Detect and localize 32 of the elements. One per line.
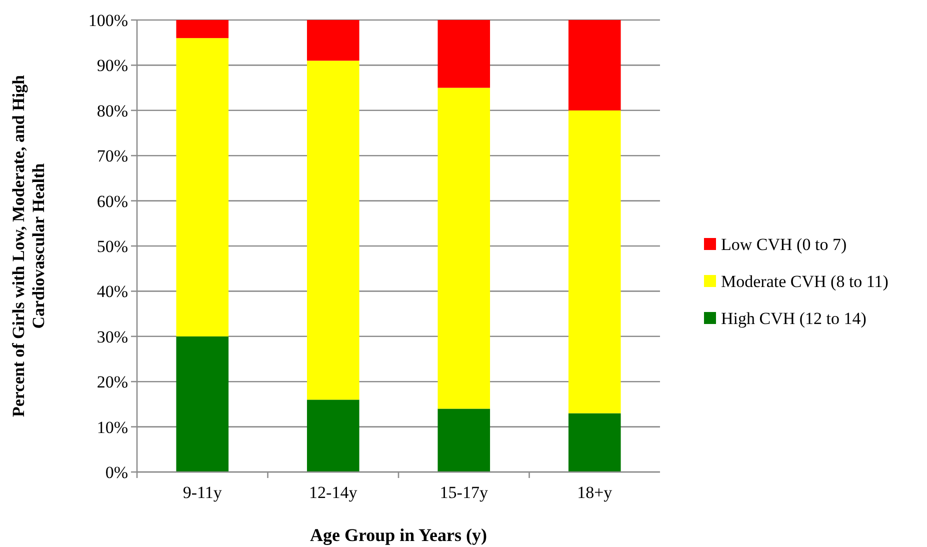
bar [306, 20, 360, 61]
y-tick-label: 70% [96, 146, 128, 166]
y-tick-label: 80% [96, 101, 128, 120]
y-tick-label: 20% [96, 372, 128, 392]
bar [176, 336, 229, 472]
x-axis-title: Age Group in Years (y) [310, 525, 487, 545]
legend-label: High CVH (12 to 14) [721, 308, 866, 328]
y-tick-label: 60% [96, 192, 128, 211]
y-axis-title: Percent of Girls with Low, Moderate, and High Cardiovascular Health [9, 74, 48, 418]
y-tick-label: 50% [96, 236, 128, 256]
bar [438, 20, 490, 88]
y-tick-label: 10% [96, 418, 128, 437]
bar [568, 20, 621, 110]
bar [568, 413, 621, 472]
x-tick-label: 12-14y [309, 483, 358, 502]
y-tick-label: 100% [88, 10, 128, 30]
bar [438, 88, 490, 409]
x-tick-label: 18+y [577, 483, 613, 502]
y-tick-label: 30% [96, 327, 128, 346]
bar [306, 60, 360, 400]
bar [176, 20, 229, 38]
bar [438, 408, 490, 472]
x-tick-label: 9-11y [182, 483, 222, 502]
legend-label: Moderate CVH (8 to 11) [721, 272, 888, 291]
bar [568, 110, 621, 414]
y-tick-label: 90% [96, 56, 128, 76]
y-tick-label: 0% [105, 462, 128, 482]
bar [176, 38, 229, 336]
x-tick-label: 15-17y [440, 483, 488, 502]
legend-label: Low CVH (0 to 7) [721, 234, 847, 254]
bar [306, 400, 360, 472]
y-tick-label: 40% [96, 282, 128, 302]
